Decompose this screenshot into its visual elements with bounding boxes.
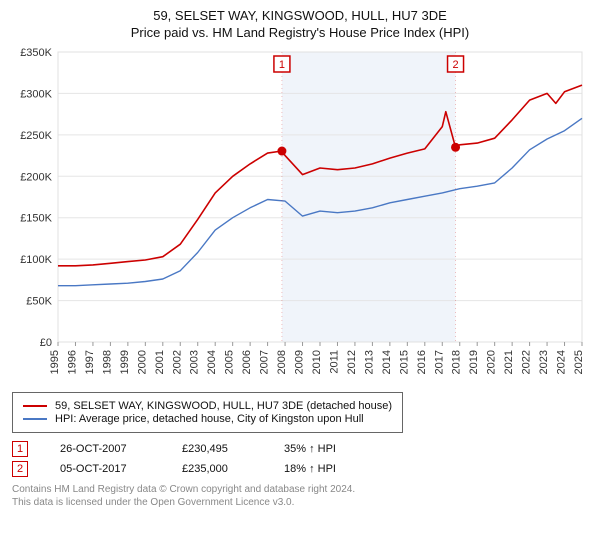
svg-text:£300K: £300K bbox=[20, 88, 52, 100]
svg-text:2024: 2024 bbox=[556, 350, 568, 374]
annotation-table: 1 26-OCT-2007 £230,495 35% ↑ HPI 2 05-OCT-201… bbox=[12, 441, 588, 477]
annotation-marker: 2 bbox=[12, 461, 28, 477]
annotation-date: 05-OCT-2017 bbox=[60, 463, 150, 475]
svg-text:2017: 2017 bbox=[433, 350, 445, 374]
svg-text:1996: 1996 bbox=[66, 350, 78, 374]
footnote: Contains HM Land Registry data © Crown c… bbox=[12, 483, 588, 509]
svg-text:1998: 1998 bbox=[101, 350, 113, 374]
legend-swatch bbox=[23, 405, 47, 407]
annotation-marker: 1 bbox=[12, 441, 28, 457]
annotation-row: 2 05-OCT-2017 £235,000 18% ↑ HPI bbox=[12, 461, 588, 477]
svg-text:2002: 2002 bbox=[171, 350, 183, 374]
svg-text:2004: 2004 bbox=[206, 350, 218, 374]
annotation-delta: 35% ↑ HPI bbox=[284, 443, 374, 455]
svg-text:2018: 2018 bbox=[451, 350, 463, 374]
svg-text:1: 1 bbox=[279, 59, 285, 71]
svg-text:2013: 2013 bbox=[363, 350, 375, 374]
svg-text:2022: 2022 bbox=[521, 350, 533, 374]
svg-text:£100K: £100K bbox=[20, 254, 52, 266]
legend-row: 59, SELSET WAY, KINGSWOOD, HULL, HU7 3DE… bbox=[23, 400, 392, 412]
svg-text:£150K: £150K bbox=[20, 213, 52, 225]
legend-label: 59, SELSET WAY, KINGSWOOD, HULL, HU7 3DE… bbox=[55, 400, 392, 412]
svg-text:1997: 1997 bbox=[84, 350, 96, 374]
svg-text:£250K: £250K bbox=[20, 130, 52, 142]
legend-row: HPI: Average price, detached house, City… bbox=[23, 413, 392, 425]
footnote-line: Contains HM Land Registry data © Crown c… bbox=[12, 483, 588, 496]
svg-text:2020: 2020 bbox=[486, 350, 498, 374]
legend-swatch bbox=[23, 418, 47, 420]
svg-text:£0: £0 bbox=[40, 337, 52, 349]
svg-text:£50K: £50K bbox=[26, 296, 52, 308]
chart-svg: £0 £50K £100K £150K £200K £250K £300K £350K 1995… bbox=[12, 46, 588, 386]
svg-text:£200K: £200K bbox=[20, 171, 52, 183]
legend-label: HPI: Average price, detached house, City… bbox=[55, 413, 364, 425]
svg-text:1999: 1999 bbox=[119, 350, 131, 374]
svg-text:2019: 2019 bbox=[468, 350, 480, 374]
svg-text:2011: 2011 bbox=[328, 350, 340, 374]
page-subtitle: Price paid vs. HM Land Registry's House … bbox=[12, 25, 588, 40]
footnote-line: This data is licensed under the Open Gov… bbox=[12, 496, 588, 509]
svg-text:1995: 1995 bbox=[49, 350, 61, 374]
svg-text:2012: 2012 bbox=[346, 350, 358, 374]
chart: £0 £50K £100K £150K £200K £250K £300K £350K 1995… bbox=[12, 46, 588, 386]
svg-text:2010: 2010 bbox=[311, 350, 323, 374]
svg-text:£350K: £350K bbox=[20, 47, 52, 59]
svg-text:2001: 2001 bbox=[154, 350, 166, 374]
page-title: 59, SELSET WAY, KINGSWOOD, HULL, HU7 3DE bbox=[12, 8, 588, 23]
svg-text:2007: 2007 bbox=[259, 350, 271, 374]
legend: 59, SELSET WAY, KINGSWOOD, HULL, HU7 3DE… bbox=[12, 392, 403, 433]
svg-text:2006: 2006 bbox=[241, 350, 253, 374]
annotation-price: £230,495 bbox=[182, 443, 252, 455]
annotation-price: £235,000 bbox=[182, 463, 252, 475]
annotation-row: 1 26-OCT-2007 £230,495 35% ↑ HPI bbox=[12, 441, 588, 457]
chart-container: 59, SELSET WAY, KINGSWOOD, HULL, HU7 3DE… bbox=[0, 0, 600, 513]
svg-text:2: 2 bbox=[452, 59, 458, 71]
svg-text:2016: 2016 bbox=[416, 350, 428, 374]
annotation-delta: 18% ↑ HPI bbox=[284, 463, 374, 475]
svg-text:2015: 2015 bbox=[398, 350, 410, 374]
annotation-date: 26-OCT-2007 bbox=[60, 443, 150, 455]
svg-text:2014: 2014 bbox=[381, 350, 393, 374]
svg-text:2008: 2008 bbox=[276, 350, 288, 374]
svg-text:2005: 2005 bbox=[224, 350, 236, 374]
svg-text:2003: 2003 bbox=[189, 350, 201, 374]
svg-text:2023: 2023 bbox=[538, 350, 550, 374]
svg-text:2021: 2021 bbox=[503, 350, 515, 374]
svg-text:2000: 2000 bbox=[136, 350, 148, 374]
svg-text:2009: 2009 bbox=[294, 350, 306, 374]
svg-text:2025: 2025 bbox=[573, 350, 585, 374]
